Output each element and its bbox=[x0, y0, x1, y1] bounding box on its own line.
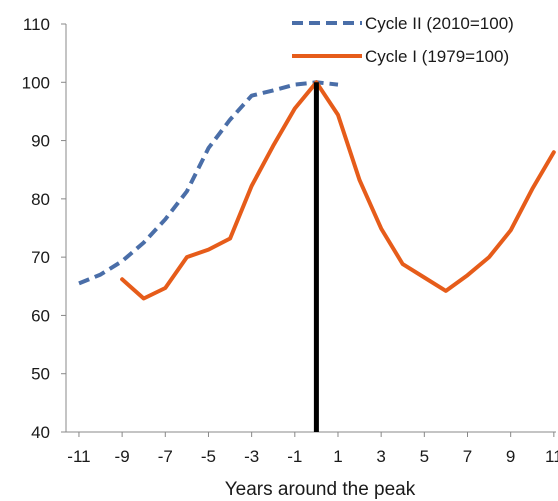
y-axis: 40 50 60 70 80 90 100 110 bbox=[22, 15, 67, 442]
series-line-1 bbox=[78, 80, 339, 286]
y-tick-label: 110 bbox=[23, 15, 50, 34]
x-tick-label: -9 bbox=[115, 447, 130, 466]
y-tick-label: 70 bbox=[31, 248, 50, 267]
x-tick-label: -5 bbox=[201, 447, 216, 466]
x-tick-label: 1 bbox=[333, 447, 342, 466]
x-tick-label: -7 bbox=[158, 447, 173, 466]
x-tick-label: 9 bbox=[506, 447, 515, 466]
legend-label-2: Cycle I (1979=100) bbox=[365, 47, 509, 66]
x-tick-label: 5 bbox=[420, 447, 429, 466]
series-line-2 bbox=[120, 80, 556, 301]
x-tick-label: -1 bbox=[287, 447, 302, 466]
x-tick-label: 11 bbox=[545, 447, 558, 466]
x-axis-title: Years around the peak bbox=[225, 479, 416, 500]
legend: Cycle II (2010=100) Cycle I (1979=100) bbox=[292, 14, 514, 66]
y-tick-label: 100 bbox=[22, 73, 50, 92]
y-tick-label: 90 bbox=[31, 132, 50, 151]
x-tick-label: 7 bbox=[463, 447, 472, 466]
y-tick-label: 50 bbox=[31, 365, 50, 384]
x-tick-label: 3 bbox=[376, 447, 385, 466]
legend-label-1: Cycle II (2010=100) bbox=[365, 14, 514, 33]
y-tick-label: 40 bbox=[31, 423, 50, 442]
series-layer bbox=[78, 80, 556, 301]
x-tick-label: -3 bbox=[244, 447, 259, 466]
x-axis: -11 -9 -7 -5 -3 -1 1 3 5 7 9 11 bbox=[66, 431, 558, 466]
y-tick-label: 80 bbox=[31, 190, 50, 209]
x-tick-label: -11 bbox=[67, 447, 90, 466]
y-tick-label: 60 bbox=[31, 306, 50, 325]
